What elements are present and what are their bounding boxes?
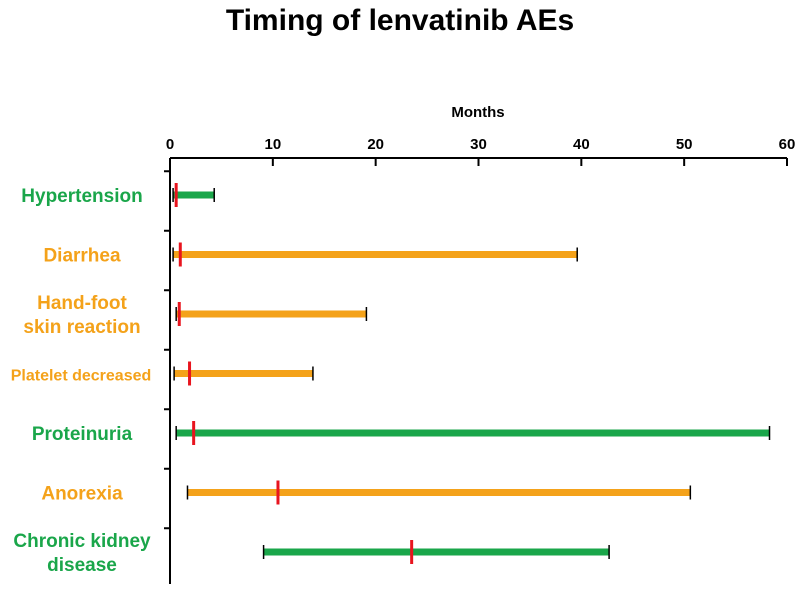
x-tick-label: 0 <box>166 136 174 153</box>
x-tick-label: 40 <box>573 136 590 153</box>
x-tick-label: 60 <box>779 136 796 153</box>
category-label: skin reaction <box>23 317 140 338</box>
category-label: Hypertension <box>21 186 142 207</box>
x-tick-label: 10 <box>264 136 281 153</box>
category-label: disease <box>47 555 117 576</box>
category-label: Anorexia <box>41 484 123 505</box>
x-tick-label: 20 <box>367 136 384 153</box>
x-tick-label: 50 <box>676 136 693 153</box>
category-label: Platelet decreased <box>11 368 152 385</box>
x-axis-title: Months <box>451 104 504 121</box>
category-label: Hand-foot <box>37 293 127 314</box>
category-label: Proteinuria <box>32 424 133 445</box>
category-label: Diarrhea <box>43 246 121 267</box>
chart-title: Timing of lenvatinib AEs <box>225 4 575 37</box>
category-label: Chronic kidney <box>13 531 151 552</box>
x-tick-label: 30 <box>470 136 487 153</box>
